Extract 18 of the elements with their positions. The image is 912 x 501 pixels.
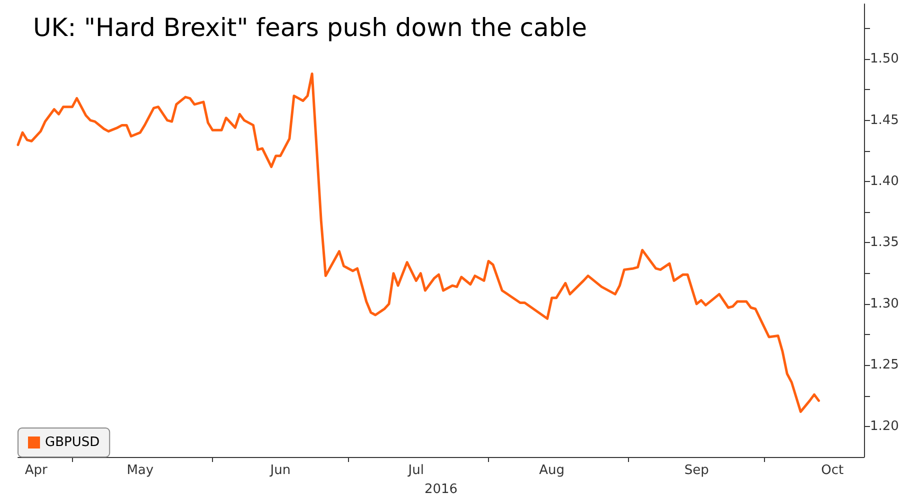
line-series bbox=[16, 72, 820, 413]
x-tick-label: Oct bbox=[821, 463, 844, 478]
y-tick-label: 1.45 bbox=[870, 112, 899, 128]
x-tick-label: May bbox=[126, 463, 154, 478]
y-tick-label: 1.50 bbox=[870, 52, 899, 67]
x-tick-label: Sep bbox=[684, 463, 709, 478]
legend-label: GBPUSD bbox=[45, 435, 100, 450]
chart-title: UK: "Hard Brexit" fears push down the cable bbox=[33, 13, 588, 42]
x-tick-label: Jun bbox=[269, 463, 291, 478]
x-tick-label: Apr bbox=[24, 463, 48, 478]
y-tick-label: 1.30 bbox=[870, 296, 899, 312]
x-tick-label: Jul bbox=[407, 463, 424, 478]
y-tick-label: 1.40 bbox=[870, 174, 899, 190]
y-tick-label: 1.25 bbox=[870, 358, 899, 373]
x-tick-label: Aug bbox=[539, 463, 565, 478]
y-tick-label: 1.20 bbox=[870, 418, 899, 434]
x-axis-title: 2016 bbox=[424, 482, 458, 497]
y-tick-label: 1.35 bbox=[870, 235, 899, 250]
